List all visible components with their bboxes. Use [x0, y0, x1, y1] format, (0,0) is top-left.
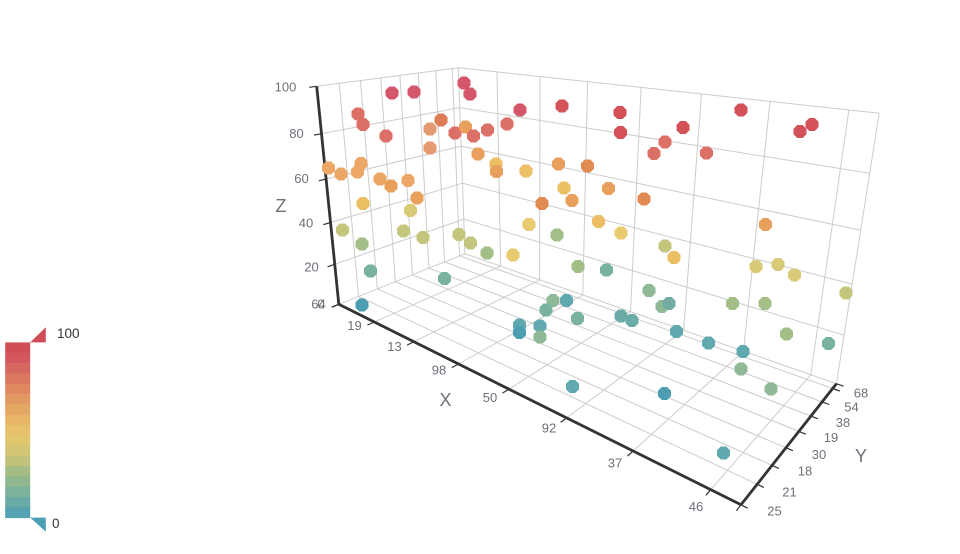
svg-text:Y: Y [855, 446, 867, 466]
svg-text:100: 100 [275, 80, 297, 95]
svg-text:60: 60 [294, 171, 308, 186]
svg-text:100: 100 [57, 326, 80, 341]
svg-text:38: 38 [836, 415, 850, 430]
svg-text:40: 40 [299, 216, 313, 231]
svg-text:50: 50 [483, 390, 497, 405]
svg-text:X: X [439, 390, 451, 410]
svg-text:20: 20 [304, 260, 318, 275]
svg-text:37: 37 [608, 456, 622, 471]
svg-text:Z: Z [276, 196, 287, 216]
svg-text:64: 64 [311, 297, 325, 312]
svg-text:21: 21 [782, 485, 796, 500]
svg-text:54: 54 [844, 400, 858, 415]
svg-text:13: 13 [387, 339, 401, 354]
svg-text:92: 92 [542, 421, 556, 436]
svg-text:19: 19 [824, 430, 838, 445]
svg-text:0: 0 [52, 516, 60, 531]
svg-text:0: 0 [317, 297, 324, 312]
svg-text:80: 80 [289, 126, 303, 141]
svg-text:98: 98 [432, 363, 446, 378]
svg-text:30: 30 [812, 447, 826, 462]
svg-text:68: 68 [854, 386, 868, 401]
svg-text:19: 19 [347, 318, 361, 333]
svg-text:18: 18 [798, 464, 812, 479]
svg-text:25: 25 [767, 504, 781, 519]
svg-text:46: 46 [689, 499, 703, 514]
